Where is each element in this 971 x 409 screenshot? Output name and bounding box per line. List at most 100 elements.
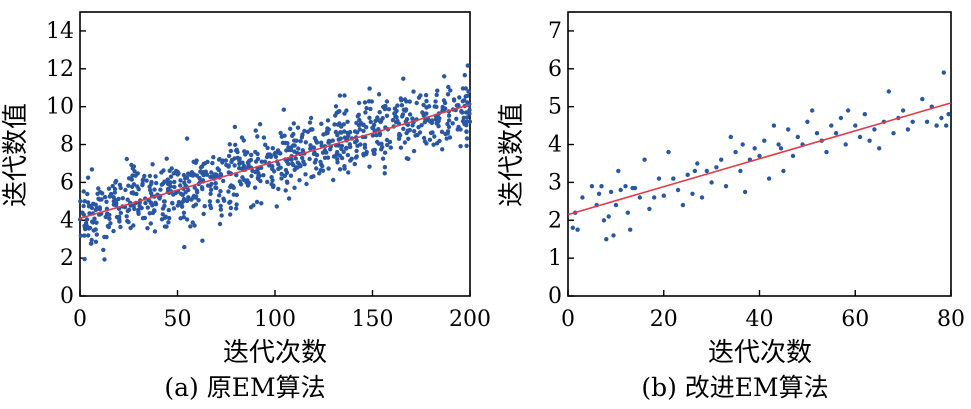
scatter-point-a [446,118,452,123]
scatter-point-a [102,234,107,240]
scatter-point-a [246,159,251,165]
scatter-point-a [83,221,89,226]
scatter-point-a [123,187,128,193]
scatter-point-a [78,233,84,238]
scatter-point-a [462,73,467,78]
scatter-point-a [187,179,192,184]
scatter-point-a [85,200,91,205]
scatter-point-a [168,184,173,189]
scatter-point-a [239,135,245,140]
scatter-point-a [464,123,469,128]
scatter-point-b [601,218,607,223]
scatter-point-a [274,204,279,209]
scatter-point-b [838,115,844,121]
scatter-point-a [116,196,121,202]
y-axis-label-b: 迭代数值 [497,103,527,207]
scatter-point-a [118,210,124,216]
x-tick-label-a: 50 [164,307,192,332]
scatter-point-a [163,214,168,219]
scatter-point-b [623,184,628,189]
scatter-point-a [167,215,172,221]
scatter-point-a [424,141,429,146]
scatter-point-b [900,108,906,113]
scatter-point-a [314,166,319,171]
scatter-point-a [339,146,344,152]
scatter-point-a [172,179,177,185]
scatter-point-a [322,155,328,160]
scatter-point-b [728,134,733,140]
scatter-point-a [384,113,390,119]
scatter-point-b [857,134,863,140]
scatter-point-a [112,186,118,192]
scatter-point-a [421,135,427,141]
y-tick-label-b: 6 [548,57,562,82]
scatter-point-a [399,98,404,103]
scatter-point-b [642,157,647,162]
scatter-point-a [464,136,470,141]
scatter-point-a [434,92,439,98]
scatter-point-a [92,216,97,221]
scatter-point-b [790,153,796,159]
scatter-point-a [153,174,158,179]
scatter-point-a [147,173,153,179]
scatter-point-a [357,127,362,132]
y-tick-label-b: 0 [548,284,562,309]
scatter-point-a [82,256,87,262]
scatter-point-a [347,130,353,135]
scatter-point-b [810,108,815,113]
scatter-point-a [304,181,309,187]
scatter-point-a [181,210,187,215]
scatter-point-a [235,149,240,155]
scatter-point-a [353,155,359,160]
scatter-point-a [96,186,101,191]
scatter-point-a [85,191,90,197]
y-tick-label-a: 12 [46,57,74,82]
scatter-point-a [237,179,242,184]
x-tick-label-b: 0 [561,307,575,332]
scatter-point-a [410,123,415,128]
scatter-point-a [290,143,296,148]
scatter-point-a [230,184,235,189]
scatter-point-a [378,119,383,125]
scatter-point-a [263,142,268,147]
scatter-point-a [180,199,186,204]
scatter-point-a [93,239,99,244]
scatter-point-a [419,123,424,128]
scatter-point-b [833,131,839,136]
scatter-point-a [213,181,218,186]
scatter-point-a [105,211,110,217]
scatter-point-b [939,115,944,121]
scatter-point-a [298,139,303,144]
scatter-point-b [690,191,695,196]
scatter-point-a [397,133,403,138]
scatter-point-a [439,129,445,134]
scatter-point-a [208,203,213,208]
scatter-point-a [291,162,296,168]
scatter-point-a [150,162,155,167]
scatter-point-a [183,190,188,195]
scatter-point-a [171,206,177,211]
scatter-point-b [671,176,676,181]
scatter-point-a [262,159,268,164]
scatter-point-a [301,159,306,164]
scatter-point-a [270,146,275,151]
scatter-point-a [467,119,473,124]
scatter-point-b [570,225,575,230]
scatter-point-b [891,131,896,136]
scatter-point-a [226,153,232,159]
scatter-point-a [312,150,317,155]
scatter-point-a [405,128,410,133]
scatter-point-a [336,143,341,148]
scatter-point-a [337,121,342,126]
scatter-point-a [302,128,307,134]
scatter-point-a [158,187,163,192]
scatter-point-a [161,168,166,173]
scatter-point-a [198,169,203,174]
scatter-point-a [333,104,339,109]
scatter-point-a [336,137,341,142]
scatter-point-a [326,166,331,171]
scatter-point-a [89,167,95,172]
scatter-point-a [240,175,245,180]
y-tick-label-a: 8 [60,133,74,158]
scatter-point-b [771,123,777,128]
